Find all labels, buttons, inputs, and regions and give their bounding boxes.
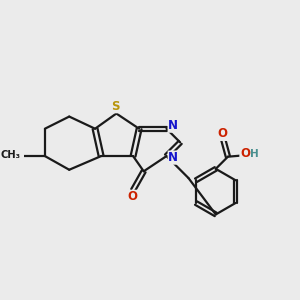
Text: S: S: [112, 100, 120, 113]
Text: O: O: [128, 190, 137, 203]
Text: O: O: [240, 147, 250, 160]
Text: N: N: [168, 119, 178, 132]
Text: O: O: [218, 128, 228, 140]
Text: H: H: [250, 148, 259, 159]
Text: CH₃: CH₃: [1, 150, 21, 160]
Text: N: N: [168, 151, 178, 164]
